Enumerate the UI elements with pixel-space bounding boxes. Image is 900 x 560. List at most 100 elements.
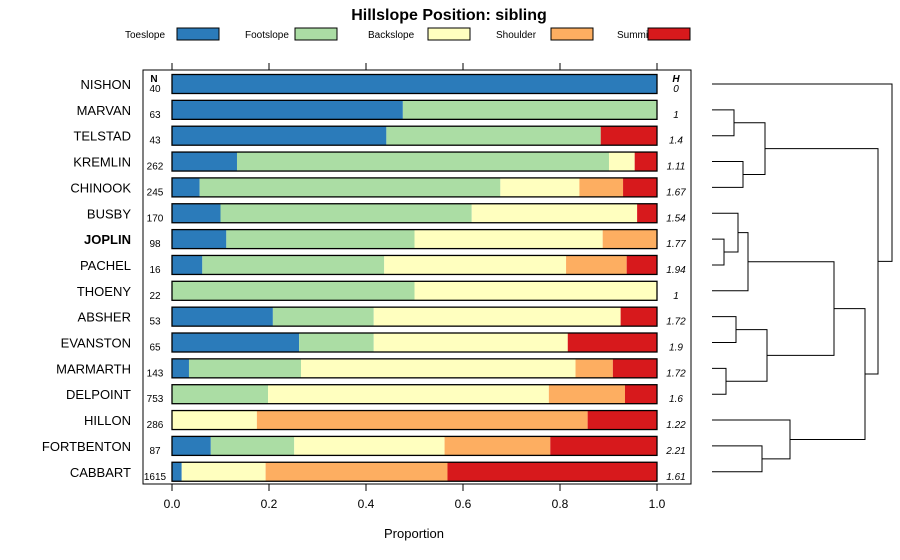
bar-outline [171,332,658,353]
dendrogram-branch [712,109,735,137]
dendrogram-branch [712,419,791,460]
x-axis: 0.0 0.2 0.4 0.6 0.8 1.0 [164,63,666,511]
bar-segment [602,229,657,249]
n-count: 53 [149,317,161,328]
bar-outline [171,435,658,457]
x-tick-label: 0.6 [455,497,472,511]
bar-outline [171,409,658,431]
bar-segment [172,203,221,223]
bar-row [171,409,658,431]
bar-segment [548,384,625,404]
bar-outline [171,228,658,250]
bar-outline [171,254,658,276]
dendrogram-branch [712,316,737,343]
bar-segment [172,74,657,94]
bar-outline [171,358,658,379]
legend-swatch [427,27,471,41]
bar-row [171,99,658,120]
bar-segment [172,152,237,172]
legend-swatch [647,27,691,41]
legend: Toeslope Footslope Backslope Shoulder Summit [125,27,691,41]
n-count: 43 [149,136,161,147]
category-label: JOPLIN [84,232,131,247]
dendrogram [712,83,893,473]
chart-title: Hillslope Position: sibling [351,7,547,24]
bar-segment [236,152,609,172]
bar-outline [171,280,658,301]
bar-row [171,384,658,405]
legend-label: Toeslope [125,30,165,41]
x-tick-label: 0.8 [552,497,569,511]
h-value: 1.54 [666,213,686,224]
n-count: 245 [147,187,164,198]
bar-outline [171,306,658,327]
bar-segment [172,255,203,275]
category-label: CHINOOK [70,180,131,195]
n-count: 63 [149,110,161,121]
dendrogram-branch [726,329,768,382]
bar-segment [172,358,189,378]
bar-segment [172,333,300,352]
bar-segment [620,307,657,327]
h-value: 2.21 [665,446,685,457]
row-labels-group: NISHON 40 0 MARVAN 63 1 TELSTAD 43 1.4 KREMLIN 262… [42,77,686,483]
category-label: MARVAN [77,103,131,118]
bar-segment [447,462,657,482]
h-value: 1.77 [666,239,686,250]
h-value: 1.6 [669,394,683,405]
h-value: 1 [673,110,679,121]
bar-row [171,177,658,198]
n-count: 753 [147,394,164,405]
bar-segment [181,462,266,482]
bar-row [171,254,658,276]
dendrogram-branch [734,122,766,175]
bar-outline [171,384,658,405]
bar-segment [268,384,549,404]
dendrogram-branch [712,161,744,188]
bar-segment [567,333,657,352]
legend-swatch [550,27,594,41]
bar-segment [566,255,627,275]
bar-row [171,435,658,457]
bar-segment [386,126,601,146]
category-label: PACHEL [80,258,131,273]
h-value: 1.22 [666,420,686,431]
legend-swatch [294,27,338,41]
bar-segment [414,281,657,301]
h-value: 0 [673,84,679,95]
category-label: TELSTAD [73,129,131,144]
bar-segment [199,177,501,197]
bar-outline [171,151,658,172]
bar-segment [414,229,603,249]
bar-outline [171,177,658,198]
category-label: MARMARTH [56,361,131,376]
bar-outline [171,99,658,120]
bar-segment [373,307,621,327]
bar-segment [172,281,415,301]
category-label: KREMLIN [73,155,131,170]
n-count: 16 [149,265,161,276]
bar-outline [171,125,658,146]
h-value: 1 [673,291,679,302]
n-count: 98 [149,239,161,250]
category-label: NISHON [80,77,131,92]
bar-segment [612,358,657,378]
bar-segment [265,462,448,482]
bar-segment [172,100,403,120]
x-tick-label: 0.2 [261,497,278,511]
n-header: N [150,74,157,85]
n-count: 87 [149,446,161,457]
n-count: 170 [147,213,164,224]
bar-segment [301,358,576,378]
bar-outline [171,461,658,482]
bar-segment [272,307,374,327]
h-value: 1.4 [669,136,683,147]
bar-segment [202,255,385,275]
bar-row [171,280,658,301]
bar-row [171,151,658,172]
x-tick-label: 0.0 [164,497,181,511]
bar-segment [471,203,638,223]
bar-segment [172,384,269,404]
bar-segment [444,436,551,456]
dendrogram-branch [748,261,835,356]
